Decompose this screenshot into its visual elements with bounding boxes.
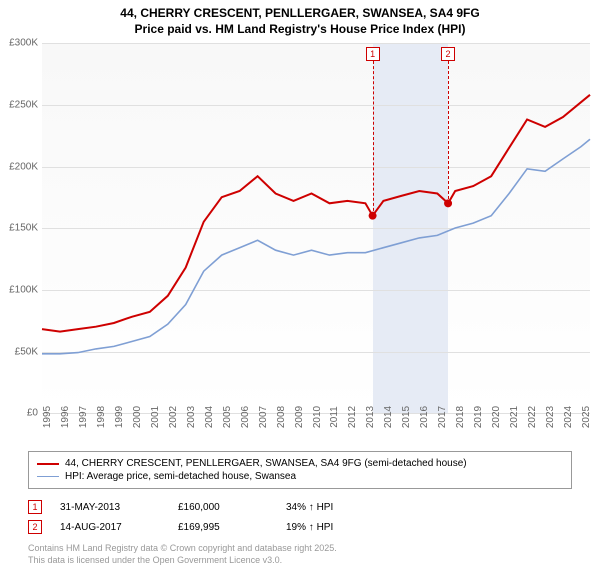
sales-table: 1 31-MAY-2013 £160,000 34% ↑ HPI 2 14-AUG-201… [28,497,572,537]
x-tick-label: 2006 [240,406,251,428]
x-tick-label: 2005 [222,406,233,428]
legend-label: HPI: Average price, semi-detached house,… [65,471,296,482]
x-tick-label: 2001 [150,406,161,428]
title-line-2: Price paid vs. HM Land Registry's House … [0,22,600,38]
x-tick-label: 2004 [204,406,215,428]
sale-marker: 2 [28,520,42,534]
legend-item: 44, CHERRY CRESCENT, PENLLERGAER, SWANSE… [37,457,563,470]
credits-line-1: Contains HM Land Registry data © Crown c… [28,543,572,555]
x-tick-label: 1999 [114,406,125,428]
y-tick-label: £0 [0,408,38,419]
x-tick-label: 2009 [294,406,305,428]
x-tick-label: 2011 [329,406,340,428]
y-tick-label: £300K [0,38,38,49]
title-line-1: 44, CHERRY CRESCENT, PENLLERGAER, SWANSE… [0,6,600,22]
x-tick-label: 2017 [437,406,448,428]
sale-date: 31-MAY-2013 [60,502,160,513]
x-tick-label: 1996 [60,406,71,428]
plot-area: £0£50K£100K£150K£200K£250K£300K12 [42,43,590,413]
y-tick-label: £100K [0,284,38,295]
x-tick-label: 2012 [347,406,358,428]
x-tick-label: 2008 [276,406,287,428]
x-tick-label: 2018 [455,406,466,428]
x-tick-label: 2002 [168,406,179,428]
x-tick-label: 2023 [545,406,556,428]
x-tick-label: 2022 [527,406,538,428]
legend: 44, CHERRY CRESCENT, PENLLERGAER, SWANSE… [28,451,572,489]
x-tick-label: 2010 [312,406,323,428]
sale-diff: 34% ↑ HPI [286,502,376,513]
legend-swatch [37,463,59,465]
x-tick-label: 2025 [581,406,592,428]
x-tick-label: 1997 [78,406,89,428]
sale-price: £169,995 [178,522,268,533]
x-tick-label: 1995 [42,406,53,428]
x-tick-label: 2013 [365,406,376,428]
credits-line-2: This data is licensed under the Open Gov… [28,555,572,567]
x-tick-label: 2016 [419,406,430,428]
y-tick-label: £250K [0,99,38,110]
sale-date: 14-AUG-2017 [60,522,160,533]
marker-label: 2 [441,47,455,61]
legend-label: 44, CHERRY CRESCENT, PENLLERGAER, SWANSE… [65,458,467,469]
y-tick-label: £200K [0,161,38,172]
sale-price: £160,000 [178,502,268,513]
marker-line [448,61,449,203]
credits: Contains HM Land Registry data © Crown c… [28,543,572,566]
x-tick-label: 2020 [491,406,502,428]
sale-marker: 1 [28,500,42,514]
x-tick-label: 2000 [132,406,143,428]
x-tick-label: 2024 [563,406,574,428]
series-line [42,139,590,354]
legend-item: HPI: Average price, semi-detached house,… [37,470,563,483]
x-tick-label: 1998 [96,406,107,428]
chart-title: 44, CHERRY CRESCENT, PENLLERGAER, SWANSE… [0,0,600,37]
x-axis: 1995199619971998199920002001200220032004… [42,413,590,443]
chart-container: 44, CHERRY CRESCENT, PENLLERGAER, SWANSE… [0,0,600,560]
sale-row: 1 31-MAY-2013 £160,000 34% ↑ HPI [28,497,572,517]
x-tick-label: 2019 [473,406,484,428]
sale-row: 2 14-AUG-2017 £169,995 19% ↑ HPI [28,517,572,537]
x-tick-label: 2007 [258,406,269,428]
legend-swatch [37,476,59,478]
marker-label: 1 [366,47,380,61]
x-tick-label: 2014 [383,406,394,428]
sale-diff: 19% ↑ HPI [286,522,376,533]
line-layer [42,43,590,413]
x-tick-label: 2021 [509,406,520,428]
x-tick-label: 2003 [186,406,197,428]
x-tick-label: 2015 [401,406,412,428]
y-tick-label: £50K [0,346,38,357]
series-line [42,95,590,332]
marker-line [373,61,374,216]
y-tick-label: £150K [0,223,38,234]
